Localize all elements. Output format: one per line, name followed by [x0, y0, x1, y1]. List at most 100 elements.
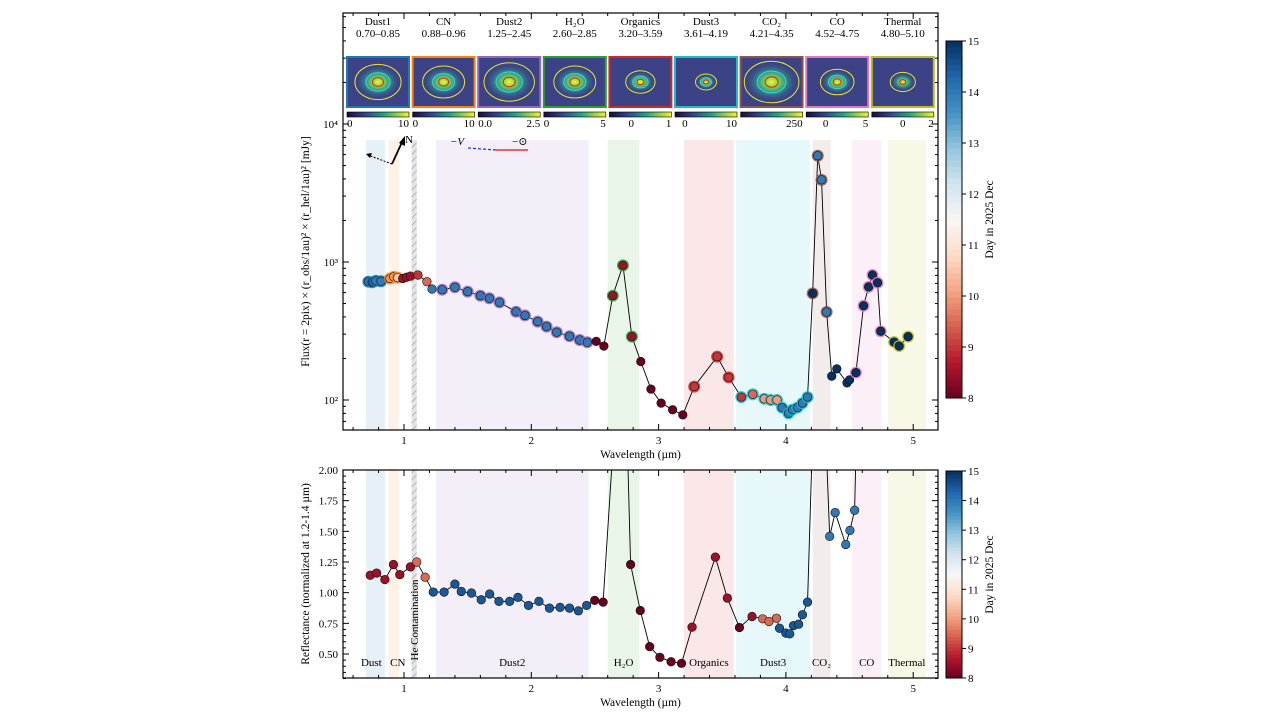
colorbar-segment: [946, 261, 962, 268]
thumbnail-colorbar-tick: 0: [629, 118, 635, 130]
data-point: [590, 595, 600, 605]
contour-mid: [756, 70, 787, 94]
colorbar-tick-label: 9: [968, 643, 974, 655]
contour-inner: [438, 77, 450, 87]
colorbar-tick-label: 15: [968, 466, 980, 478]
data-point: [656, 398, 666, 408]
thumbnail-title: CO: [830, 16, 845, 28]
x-tick-label: 1: [401, 435, 407, 447]
colorbar-segment: [946, 471, 962, 475]
colorbar-segment: [946, 201, 962, 209]
colorbar-segment: [946, 112, 962, 119]
colorbar-segment: [946, 165, 962, 173]
thumbnail-colorbar-tick: 5: [600, 118, 606, 130]
colorbar-segment: [946, 615, 962, 620]
east-arrow-head: [366, 153, 372, 158]
data-point: [450, 579, 460, 589]
colorbar-segment: [946, 76, 962, 84]
data-point: [822, 307, 832, 317]
colorbar-segment: [946, 326, 962, 334]
thumbnail-colorbar-tick: 0: [823, 118, 829, 130]
coma-glow: [626, 71, 655, 93]
colorbar-segment: [946, 546, 962, 551]
colorbar-segment: [946, 626, 962, 631]
colorbar-tick-label: 9: [968, 342, 974, 354]
colorbar-segment: [946, 646, 962, 651]
colorbar-segment: [946, 213, 962, 220]
coma-glow: [485, 64, 534, 100]
data-point: [747, 611, 757, 622]
colorbar-segment: [946, 350, 962, 357]
colorbar-segment: [946, 515, 962, 520]
data-point: [591, 336, 601, 346]
data-point: [645, 642, 655, 652]
data-point: [655, 652, 665, 662]
colorbar-segment: [946, 88, 962, 96]
y-axis-label: Reflectance (normalized at 1.2-1.4 µm): [300, 483, 312, 665]
data-point: [428, 587, 438, 597]
data-point: [523, 600, 534, 611]
thumbnail-colorbar-tick: 0: [347, 118, 353, 130]
colorbar-segment: [946, 177, 962, 185]
thumbnail-colorbar-tick: 0: [413, 118, 419, 130]
colorbar-segment: [946, 314, 962, 322]
data-point: [405, 271, 415, 281]
colorbar-segment: [946, 392, 962, 399]
colorbar-segment: [946, 498, 962, 503]
data-point: [372, 568, 382, 578]
x-tick-label: 2: [529, 435, 535, 447]
colorbar-segment: [946, 502, 962, 506]
colorbar-tick-label: 14: [968, 496, 980, 508]
colorbar-segment: [946, 671, 962, 676]
colorbar-segment: [946, 602, 962, 607]
thumbnail-title: H₂O: [565, 16, 585, 28]
colorbar-segment: [946, 243, 962, 250]
colorbar-tick-label: 12: [968, 555, 979, 567]
colorbar-segment: [946, 171, 962, 179]
data-point: [668, 405, 678, 415]
colorbar-frame: [945, 470, 963, 679]
data-point: [413, 270, 423, 280]
colorbar-segment: [946, 41, 962, 48]
thumbnail-frame: [608, 56, 673, 108]
data-point: [867, 270, 878, 280]
colorbar-top: 8 9 10 11 12 13 14 15 Day in 2025 Dec: [945, 36, 996, 405]
data-point: [851, 367, 861, 378]
contour-inner: [832, 78, 842, 86]
data-point: [736, 392, 746, 402]
thumbnail-frame: [477, 56, 542, 108]
colorbar-segment: [946, 130, 962, 137]
colorbar-segment: [946, 332, 962, 339]
data-point: [513, 592, 523, 602]
data-point: [599, 341, 609, 351]
thumbnail-frame: [542, 56, 607, 108]
contour-mid: [495, 71, 523, 93]
reflectance-series: [365, 470, 860, 668]
data-point: [412, 557, 422, 567]
contour-outer: [553, 65, 597, 99]
y-tick-label: 1.25: [319, 557, 339, 569]
colorbar-segment: [946, 142, 962, 149]
data-point: [813, 151, 823, 161]
data-point: [395, 570, 405, 580]
data-point: [520, 310, 530, 321]
colorbar-segment: [946, 543, 962, 548]
x-axis-label: Wavelength (µm): [600, 697, 681, 709]
colorbar-segment: [946, 474, 962, 479]
data-point: [439, 587, 449, 597]
thumbnail-colorbar-tick: 10: [398, 118, 410, 130]
colorbar-segment: [946, 584, 962, 589]
colorbar-tick-label: 8: [968, 393, 974, 405]
band-label-0: Dust: [361, 657, 382, 669]
coma-glow: [423, 67, 464, 97]
colorbar-segment: [946, 386, 962, 393]
colorbar-segment: [946, 505, 962, 510]
colorbar-segment: [946, 557, 962, 562]
coma-glow: [554, 67, 595, 97]
data-point: [437, 285, 447, 295]
contour-outer: [889, 71, 916, 93]
contour-inner: [569, 77, 581, 87]
band-5-shade-bottom: [736, 470, 811, 678]
contour-inner: [764, 76, 779, 88]
